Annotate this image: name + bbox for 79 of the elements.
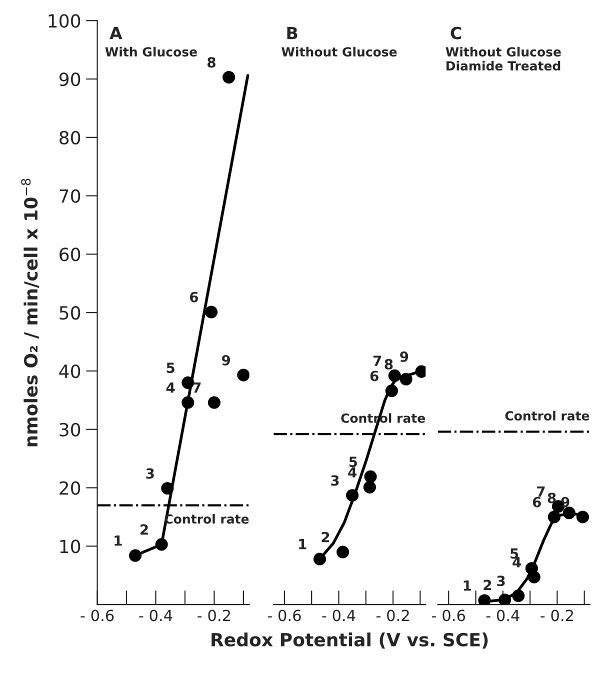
annotation: 8 — [384, 359, 393, 370]
annotation: 6 — [532, 496, 541, 508]
x-tick-label: - 0.2 — [376, 610, 409, 622]
y-tick-label: 10 — [60, 540, 80, 554]
annotation: 7 — [537, 486, 545, 497]
point — [237, 368, 250, 382]
x-tick-label: - 0.4 — [322, 610, 356, 622]
text: Without Glucose Diamide Treated — [446, 46, 561, 71]
point — [182, 376, 194, 389]
annotation: 2 — [484, 580, 492, 590]
point — [364, 470, 377, 483]
x-tick-label: - 0.6 — [432, 610, 465, 622]
point — [222, 70, 236, 84]
annotation: 5 — [166, 362, 174, 374]
point — [313, 552, 326, 566]
annotation: 9 — [400, 351, 408, 362]
annotation: 1 — [464, 580, 471, 591]
annotation: 6 — [190, 292, 198, 302]
annotation: 4 — [348, 467, 357, 478]
y-tick-label: 50 — [60, 306, 80, 320]
text: Without Glucose — [282, 46, 397, 57]
annotation: 9 — [222, 354, 230, 366]
point — [562, 506, 576, 520]
point — [336, 546, 350, 558]
annotation: 1 — [114, 536, 122, 546]
x-tick-label: - 0.6 — [80, 610, 114, 622]
annotation: 8 — [548, 492, 556, 504]
point — [478, 594, 491, 605]
annotation: 4 — [166, 382, 175, 393]
x-tick-label: - 0.4 — [486, 610, 520, 622]
point — [182, 396, 194, 409]
y-tick-label: 30 — [60, 422, 80, 436]
annotation: 3 — [331, 475, 339, 486]
annotation: 2 — [140, 524, 148, 535]
point — [346, 489, 359, 502]
annotation: 4 — [512, 557, 521, 568]
point — [129, 549, 142, 562]
point — [512, 590, 525, 602]
annotation: 2 — [322, 532, 330, 542]
point — [548, 510, 560, 524]
annotation: 8 — [208, 57, 216, 68]
x-tick-label: - 0.2 — [198, 610, 230, 622]
point — [205, 306, 218, 318]
annotation: 7 — [373, 356, 382, 366]
annotation: 3 — [146, 468, 154, 479]
point — [385, 384, 398, 398]
x-tick-label: - 0.4 — [139, 610, 172, 622]
point — [400, 372, 412, 386]
annotation: 9 — [561, 496, 570, 508]
y-axis-title: nmoles O₂ / min/cell x 10$^{−8}$ — [21, 178, 40, 446]
annotation: 5 — [510, 548, 518, 559]
chart-title: B — [287, 26, 298, 40]
point — [155, 538, 168, 551]
y-tick-label: 70 — [60, 189, 80, 203]
chart-title: A — [110, 26, 122, 40]
point — [363, 480, 376, 494]
x-tick-label: - 0.6 — [268, 610, 301, 622]
point — [161, 482, 174, 495]
annotation: 5 — [349, 456, 358, 468]
y-tick-label: 80 — [60, 130, 80, 145]
point — [525, 562, 538, 575]
point — [576, 510, 589, 524]
annotation: 7 — [192, 382, 201, 393]
annotation: 3 — [497, 576, 505, 586]
chart-title: C — [450, 26, 462, 40]
ref-line-label: Control rate — [505, 410, 590, 421]
point — [208, 396, 220, 409]
x-tick-label: - 0.2 — [540, 610, 573, 622]
y-tick-label: 40 — [59, 364, 80, 378]
annotation: 6 — [370, 370, 378, 382]
y-tick-label: 60 — [60, 248, 80, 262]
annotation: 1 — [299, 539, 306, 550]
text: With Glucose — [105, 46, 197, 57]
y-tick-label: 90 — [59, 72, 80, 86]
x-axis-title: Redox Potential (V vs. SCE) — [212, 632, 488, 649]
y-tick-label: 100 — [48, 14, 80, 28]
point — [388, 369, 401, 382]
y-tick-label: 20 — [60, 481, 80, 495]
point — [498, 594, 512, 605]
